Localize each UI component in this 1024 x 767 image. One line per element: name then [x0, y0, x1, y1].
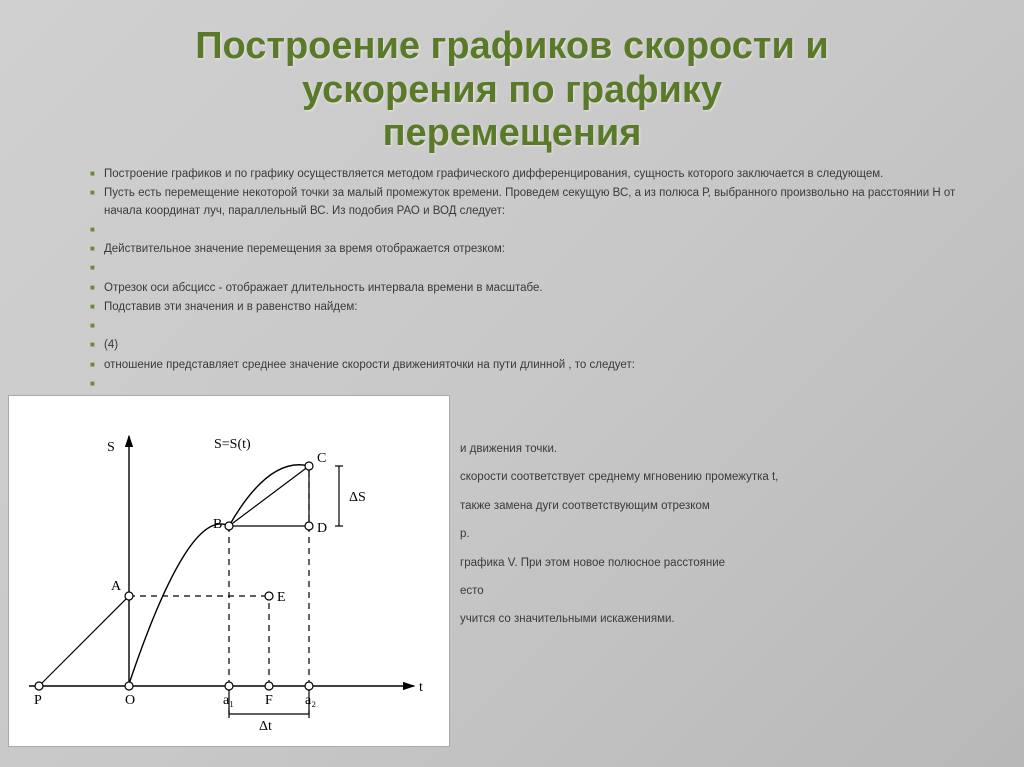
continued-line: графика V. При этом новое полюсное расст… [460, 554, 1000, 572]
continued-text-block: и движения точки. скорости соответствует … [460, 440, 1000, 639]
bullet-item: Действительное значение перемещения за в… [90, 241, 974, 258]
svg-text:S=S(t): S=S(t) [214, 437, 251, 452]
bullet-item: Пусть есть перемещение некоторой точки з… [90, 185, 974, 220]
svg-text:Δt: Δt [259, 719, 272, 734]
svg-text:a₁: a₁ [223, 693, 234, 708]
svg-text:P: P [34, 693, 42, 708]
svg-text:O: O [125, 693, 135, 708]
bullet-item: отношение представляет среднее значение … [90, 357, 974, 374]
svg-text:F: F [265, 693, 273, 708]
continued-line: и движения точки. [460, 440, 1000, 458]
svg-text:C: C [317, 451, 326, 466]
bullet-item: Отрезок оси абсцисс - отображает длитель… [90, 280, 974, 297]
continued-line: скорости соответствует среднему мгновени… [460, 468, 1000, 486]
slide-title: Построение графиков скорости и ускорения… [0, 0, 1024, 156]
svg-text:S: S [107, 440, 115, 455]
bullet-item [90, 222, 974, 239]
svg-text:ΔS: ΔS [349, 490, 366, 505]
title-line-3: перемещения [383, 112, 642, 154]
differentiation-diagram: St S=S(t) ΔS Δt P O A B C D E Fa₁ a₂ [8, 395, 450, 747]
bullet-item: Построение графиков и по графику осущест… [90, 166, 974, 183]
svg-text:t: t [419, 680, 423, 695]
svg-text:A: A [111, 579, 122, 594]
continued-line: также замена дуги соответствующим отрезк… [460, 497, 1000, 515]
bullet-list: Построение графиков и по графику осущест… [50, 166, 974, 432]
svg-text:D: D [317, 521, 327, 536]
svg-text:a₂: a₂ [305, 693, 316, 708]
svg-text:B: B [213, 517, 222, 532]
svg-text:E: E [277, 590, 286, 605]
continued-line: р. [460, 525, 1000, 543]
bullet-item [90, 260, 974, 277]
bullet-item: Подставив эти значения и в равенство най… [90, 299, 974, 316]
continued-line: есто [460, 582, 1000, 600]
bullet-item: (4) [90, 337, 974, 354]
bullet-item [90, 318, 974, 335]
continued-line: учится со значительными искажениями. [460, 610, 1000, 628]
title-line-1: Построение графиков скорости и [195, 25, 829, 67]
title-line-2: ускорения по графику [302, 69, 722, 111]
bullet-item [90, 376, 974, 393]
